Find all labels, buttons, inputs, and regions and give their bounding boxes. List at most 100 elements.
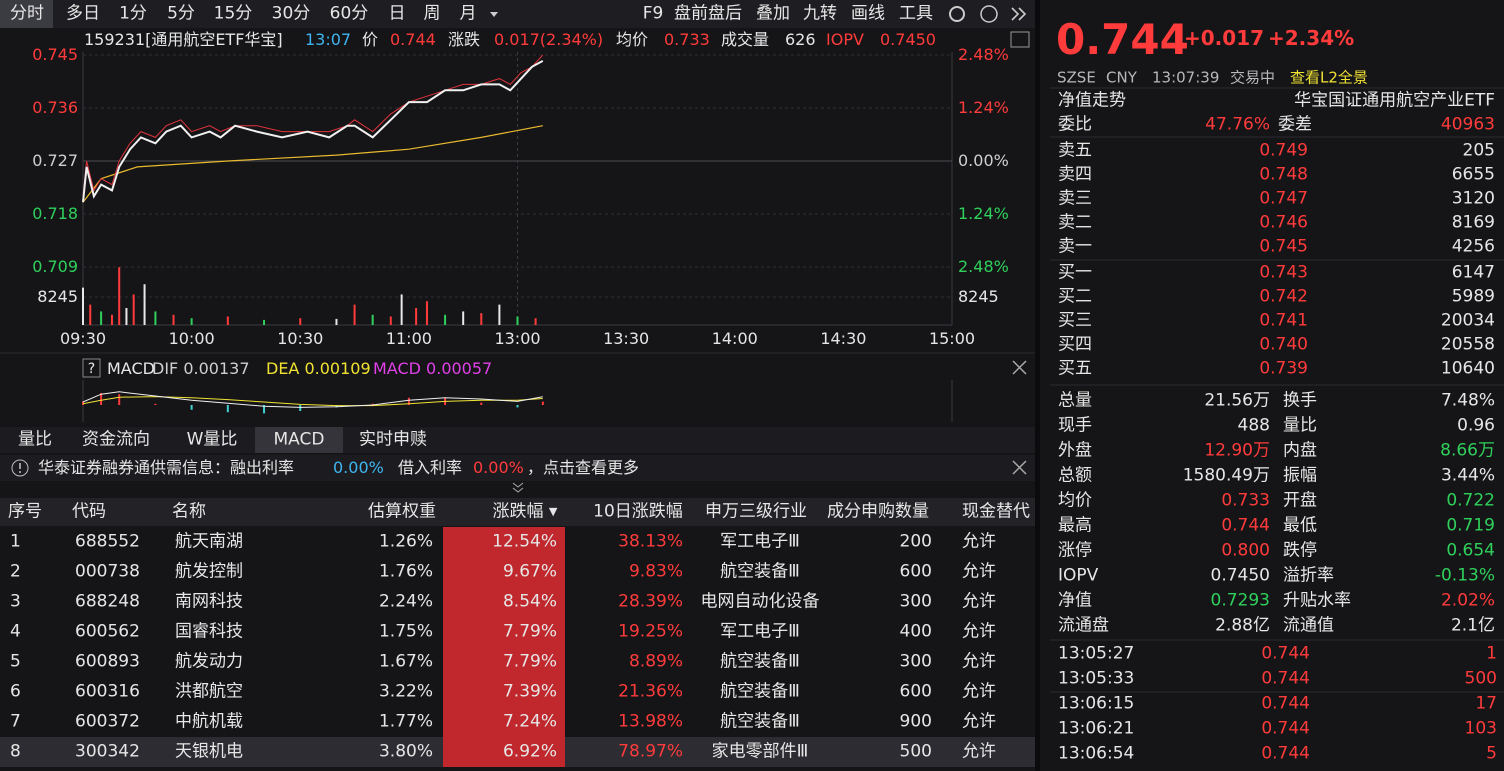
stat-label: 最高: [1058, 515, 1092, 536]
panel-tab[interactable]: MACD: [273, 429, 325, 450]
column-header[interactable]: 成分申购数量: [827, 501, 929, 522]
book-label: 卖五: [1058, 140, 1092, 161]
table-cell: 3: [10, 591, 21, 612]
trade-volume: 17: [1475, 693, 1497, 714]
table-cell: 600316: [75, 681, 140, 702]
column-header[interactable]: 现金替代: [962, 501, 1030, 522]
book-volume: 5989: [1451, 286, 1495, 307]
column-header[interactable]: 申万三级行业: [705, 501, 807, 522]
panel-tab[interactable]: 量比: [18, 429, 52, 450]
pct-tick-label: 2.48%: [958, 257, 1009, 276]
volume-bar: [190, 318, 193, 325]
book-volume: 6147: [1451, 262, 1495, 283]
price-line: [82, 60, 544, 203]
tool-button[interactable]: 盘前盘后: [674, 3, 742, 24]
panel-tab[interactable]: 资金流向: [82, 429, 150, 450]
close-icon[interactable]: [1012, 460, 1027, 475]
table-cell: 21.36%: [618, 681, 683, 702]
column-header[interactable]: 涨跌幅 ▾: [492, 501, 558, 522]
book-volume: 10640: [1440, 358, 1495, 379]
period-tab[interactable]: 多日: [66, 3, 100, 24]
table-cell: 3.80%: [378, 741, 433, 762]
tool-button[interactable]: 叠加: [756, 3, 790, 24]
stat-label: 最低: [1283, 515, 1317, 536]
period-tab[interactable]: 月: [459, 3, 477, 24]
help-icon[interactable]: [980, 5, 998, 23]
volume-bar: [389, 316, 392, 325]
volume-bar: [425, 301, 428, 325]
quote-meta[interactable]: 查看L2全景: [1290, 68, 1368, 87]
volume-bar: [371, 314, 374, 325]
period-tab[interactable]: 30分: [271, 3, 311, 24]
tool-button[interactable]: 工具: [899, 3, 933, 24]
stat-value: 0.7450: [1210, 565, 1270, 586]
stat-value: 7.48%: [1440, 390, 1495, 411]
stat-label: 开盘: [1283, 490, 1317, 511]
change-cell-bg: [443, 707, 565, 737]
help-box[interactable]: [82, 358, 101, 378]
table-cell: 8: [10, 741, 21, 762]
table-cell: 7.79%: [502, 621, 557, 642]
stat-label: 跌停: [1283, 540, 1317, 561]
stat-label: 振幅: [1283, 465, 1317, 486]
column-header[interactable]: 名称: [172, 501, 206, 522]
more-icon[interactable]: [1011, 7, 1027, 21]
window-icon[interactable]: [1010, 31, 1030, 48]
stat-label: 涨停: [1058, 540, 1092, 561]
table-cell: 600893: [75, 651, 140, 672]
nav-title[interactable]: 净值走势: [1058, 90, 1126, 111]
column-header[interactable]: 10日涨跌幅: [593, 501, 683, 522]
book-price: 0.745: [1259, 236, 1308, 257]
table-cell: 军工电子Ⅲ: [720, 531, 800, 552]
table-cell: 1.75%: [378, 621, 433, 642]
help-label[interactable]: ?: [87, 361, 96, 377]
period-tab[interactable]: 周: [423, 3, 441, 24]
close-icon[interactable]: [1012, 360, 1027, 375]
period-tab[interactable]: 60分: [329, 3, 369, 24]
volume-bar: [172, 314, 175, 325]
book-label: 买五: [1058, 358, 1092, 379]
volume-bar: [110, 314, 113, 325]
book-price: 0.747: [1259, 188, 1308, 209]
time-tick-label: 11:00: [385, 329, 432, 348]
stat-label: 流通盘: [1058, 615, 1109, 636]
tool-button[interactable]: 九转: [803, 3, 837, 24]
column-header[interactable]: 序号: [8, 501, 42, 522]
settings-icon[interactable]: [949, 6, 965, 22]
column-header[interactable]: 代码: [72, 501, 106, 522]
table-cell: 航发控制: [175, 561, 243, 582]
stat-value: 2.02%: [1440, 590, 1495, 611]
price-tick-label: 0.718: [32, 204, 78, 223]
notice-link[interactable]: ，点击查看更多: [527, 458, 640, 477]
period-tab[interactable]: 1分: [119, 3, 147, 24]
expand-chevron[interactable]: [512, 482, 524, 493]
table-cell: 1.67%: [378, 651, 433, 672]
quote-field: 0.7450: [880, 30, 936, 49]
column-header[interactable]: 估算权重: [368, 501, 436, 522]
notice-icon: [11, 459, 29, 477]
period-tab[interactable]: 日: [388, 3, 406, 24]
tool-button[interactable]: 画线: [851, 3, 885, 24]
dropdown-icon[interactable]: [490, 12, 498, 17]
period-tab[interactable]: 分时: [10, 3, 44, 24]
table-cell: 12.54%: [492, 531, 557, 552]
table-cell: 300: [899, 651, 932, 672]
table-cell: 国睿科技: [175, 621, 243, 642]
panel-tab[interactable]: 实时申赎: [359, 429, 427, 450]
trade-volume: 5: [1486, 743, 1497, 764]
panel-tab[interactable]: W量比: [186, 429, 238, 450]
stat-label: 总额: [1058, 465, 1092, 486]
table-cell: 电网自动化设备: [700, 591, 820, 612]
active-period: [0, 0, 53, 28]
table-cell: 900: [899, 711, 932, 732]
tool-button[interactable]: F9: [642, 3, 664, 24]
volume-bar: [125, 308, 128, 325]
period-tab[interactable]: 5分: [167, 3, 195, 24]
period-tab[interactable]: 15分: [213, 3, 253, 24]
stat-value: 12.90万: [1204, 440, 1270, 461]
change-cell-bg: [443, 527, 565, 557]
table-cell: 300342: [75, 741, 140, 762]
stat-label: 内盘: [1283, 440, 1317, 461]
table-cell: 6.92%: [502, 741, 557, 762]
avg-line: [82, 125, 543, 203]
